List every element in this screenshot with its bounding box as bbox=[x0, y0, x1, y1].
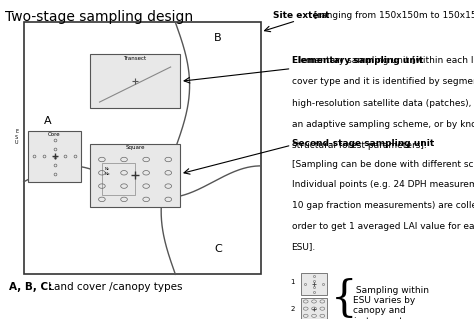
Text: 2: 2 bbox=[291, 306, 295, 312]
FancyBboxPatch shape bbox=[28, 131, 81, 182]
Text: A, B, C:: A, B, C: bbox=[9, 282, 53, 292]
Text: structural forest parameters].: structural forest parameters]. bbox=[292, 141, 426, 150]
Text: ESU].: ESU]. bbox=[292, 242, 316, 251]
Text: A: A bbox=[44, 116, 51, 126]
Text: 1: 1 bbox=[291, 279, 295, 285]
Text: [Sampling can be done with different schemes.: [Sampling can be done with different sch… bbox=[292, 160, 474, 168]
Text: {: { bbox=[331, 278, 357, 319]
Text: B: B bbox=[214, 33, 222, 43]
FancyBboxPatch shape bbox=[301, 298, 327, 319]
Text: Second-stage sampling unit: Second-stage sampling unit bbox=[292, 139, 434, 148]
Text: cover type and it is identified by segmenting: cover type and it is identified by segme… bbox=[292, 77, 474, 86]
Text: C: C bbox=[214, 244, 222, 254]
Text: Land cover /canopy types: Land cover /canopy types bbox=[45, 282, 182, 292]
Text: an adaptive sampling scheme, or by knowing: an adaptive sampling scheme, or by knowi… bbox=[292, 120, 474, 129]
Text: Elementary sampling unit [within each land: Elementary sampling unit [within each la… bbox=[292, 56, 474, 65]
Text: Sampling within
ESU varies by
canopy and
instrument: Sampling within ESU varies by canopy and… bbox=[353, 286, 429, 319]
FancyBboxPatch shape bbox=[301, 273, 327, 295]
FancyBboxPatch shape bbox=[24, 22, 261, 274]
Text: Site extent: Site extent bbox=[273, 11, 329, 20]
Text: Square: Square bbox=[125, 145, 145, 150]
Text: Nc
No: Nc No bbox=[104, 167, 110, 176]
Text: Individual points (e.g. 24 DPH measurement, or: Individual points (e.g. 24 DPH measureme… bbox=[292, 180, 474, 189]
FancyBboxPatch shape bbox=[90, 144, 180, 207]
Text: Elementary sampling unit: Elementary sampling unit bbox=[292, 56, 423, 65]
Text: Two-stage sampling design: Two-stage sampling design bbox=[5, 10, 193, 24]
Text: high-resolution satellite data (patches), or using: high-resolution satellite data (patches)… bbox=[292, 99, 474, 108]
Text: Transect: Transect bbox=[124, 56, 146, 61]
Text: [ranging from 150x150m to 150x150km]: [ranging from 150x150m to 150x150km] bbox=[311, 11, 474, 20]
Text: E
S
U: E S U bbox=[15, 129, 18, 145]
Text: Core: Core bbox=[48, 132, 61, 137]
Text: 10 gap fraction measurements) are collected in: 10 gap fraction measurements) are collec… bbox=[292, 201, 474, 210]
FancyBboxPatch shape bbox=[90, 54, 180, 108]
Text: order to get 1 averaged LAI value for each: order to get 1 averaged LAI value for ea… bbox=[292, 222, 474, 231]
